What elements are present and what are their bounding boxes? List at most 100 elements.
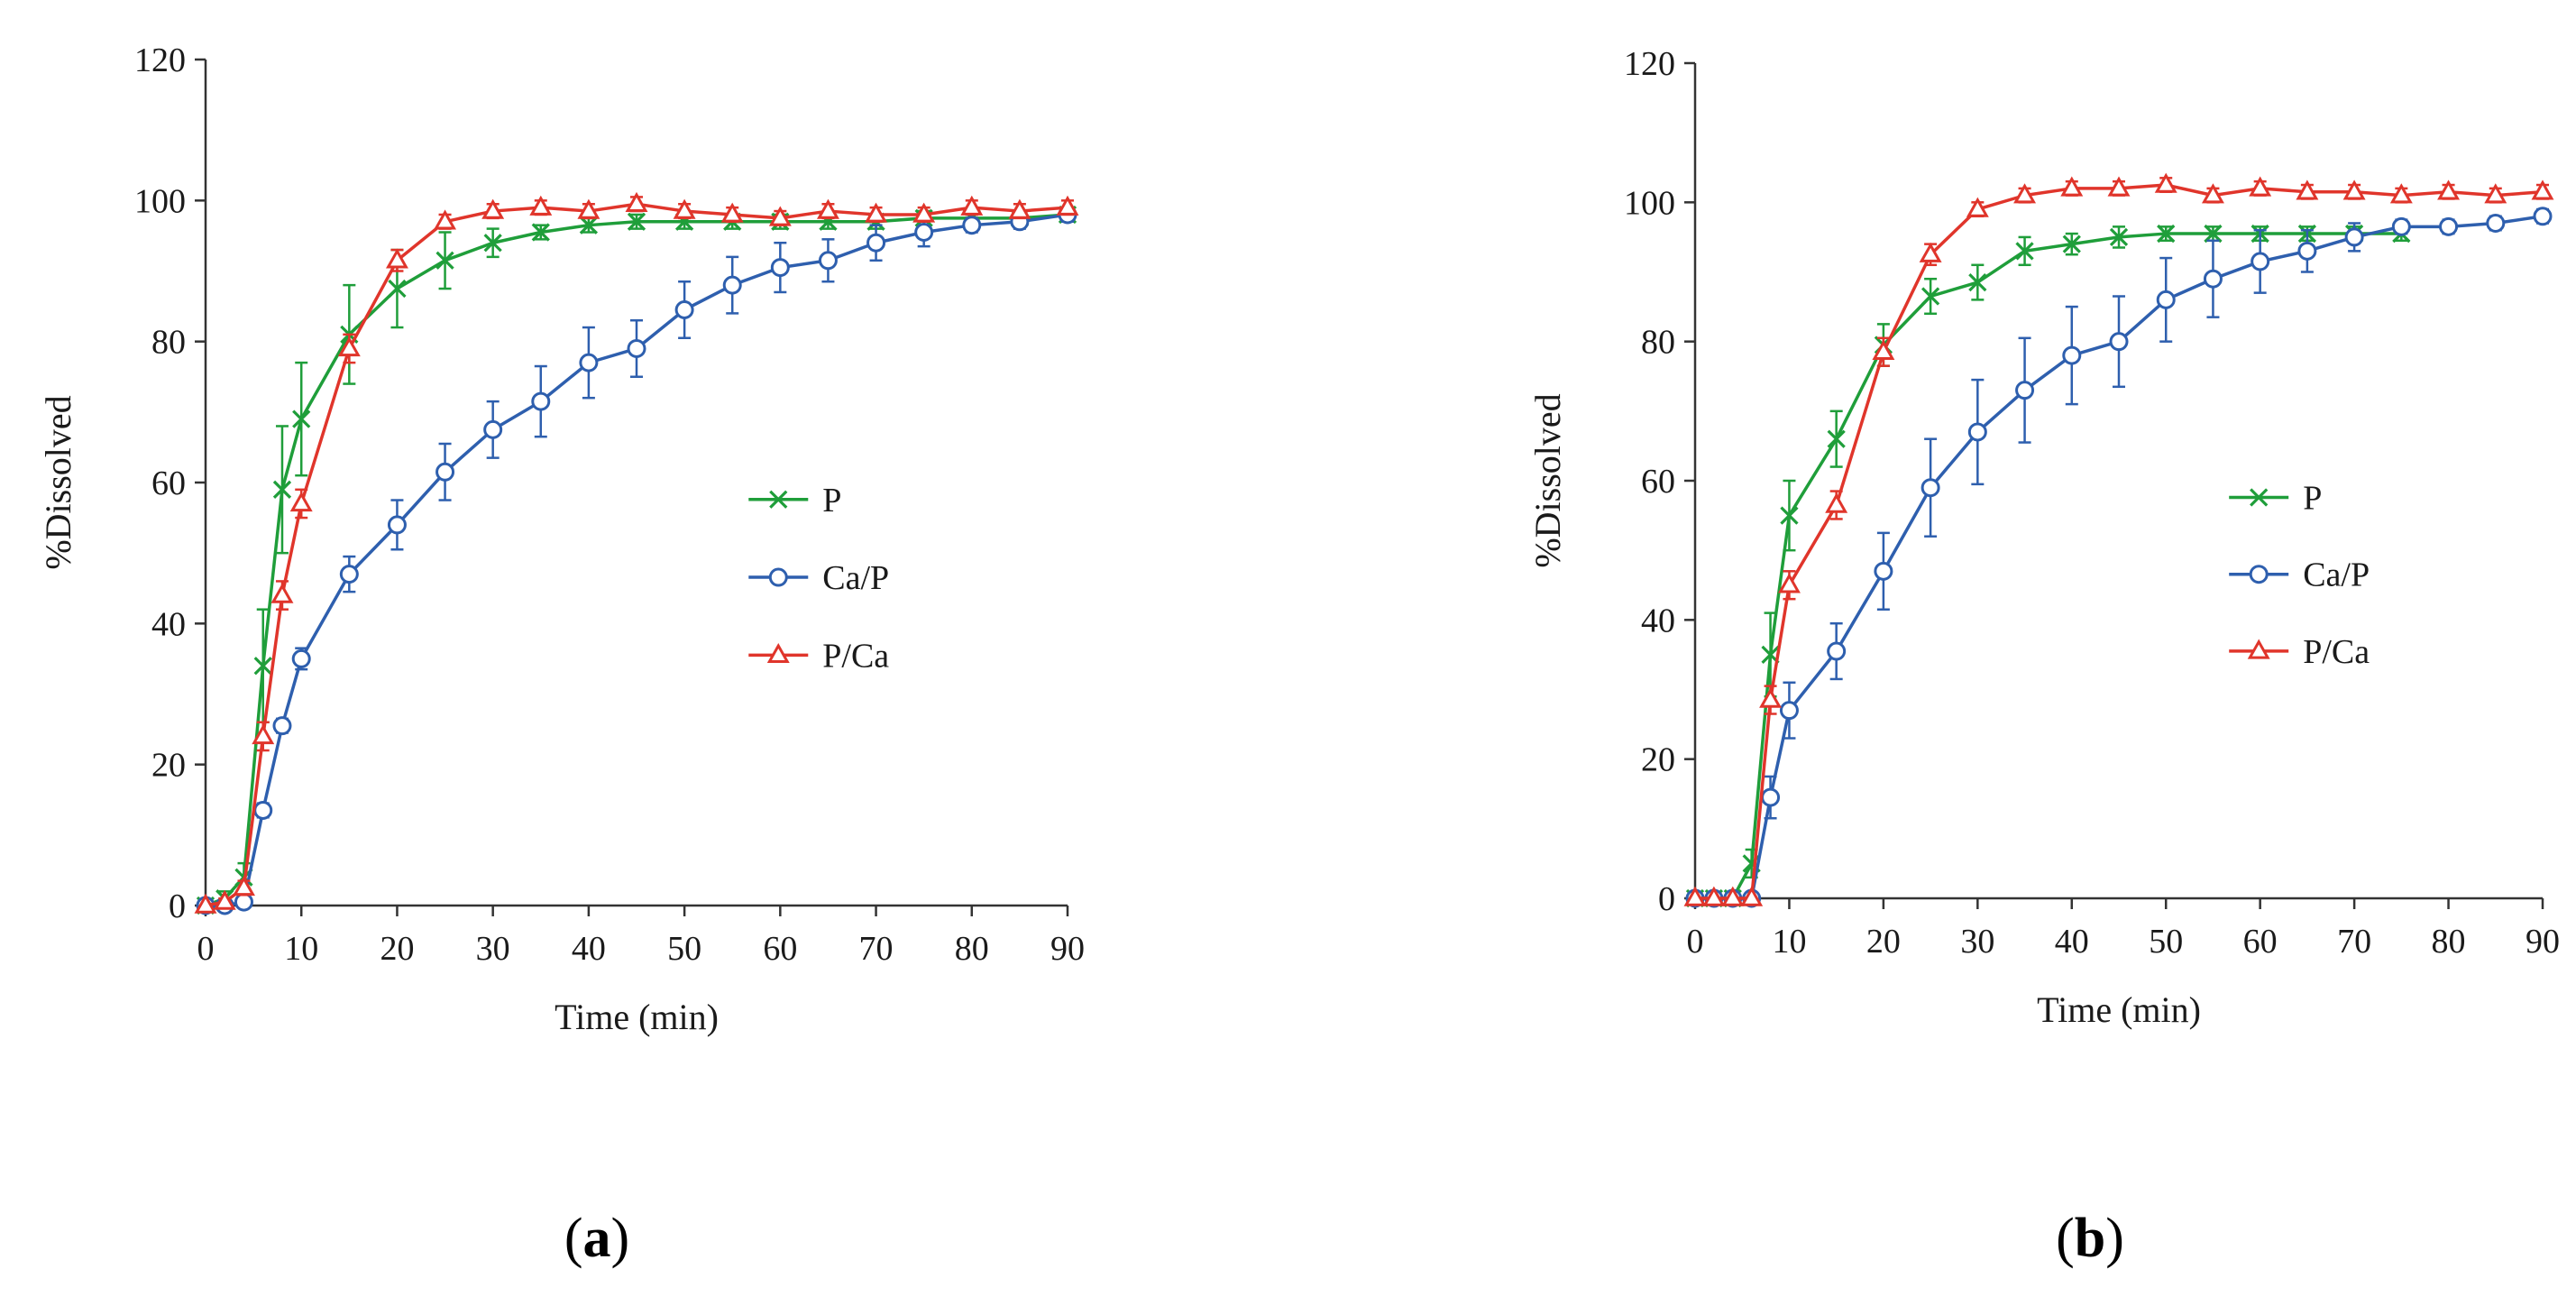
data-point — [2109, 332, 2129, 352]
legend-item-ca-p: Ca/P — [2229, 556, 2370, 594]
data-point — [720, 202, 744, 223]
data-point — [233, 876, 255, 897]
data-point — [2157, 224, 2176, 244]
data-point — [1777, 573, 1801, 593]
legend-item-p: P — [748, 482, 841, 520]
data-point — [1827, 641, 1847, 661]
data-point — [2533, 207, 2553, 226]
data-point — [1872, 339, 1895, 360]
data-point — [2486, 213, 2506, 233]
data-point — [768, 206, 792, 226]
data-point — [1761, 787, 1781, 807]
x-tick-label: 50 — [667, 930, 701, 968]
data-point — [2062, 345, 2082, 365]
x-axis-title: Time (min) — [555, 997, 719, 1037]
legend-label: P — [822, 482, 841, 520]
legend: P Ca/P P/Ca — [2229, 480, 2370, 671]
legend-marker — [766, 642, 790, 664]
x-tick-label: 60 — [763, 930, 797, 968]
data-point — [1056, 195, 1079, 216]
data-point — [2013, 183, 2037, 204]
data-point — [1874, 561, 1893, 581]
data-point — [2015, 242, 2034, 261]
data-point — [722, 275, 742, 295]
data-point — [483, 419, 503, 439]
x-tick-label: 60 — [2243, 923, 2278, 961]
data-point — [2156, 290, 2176, 309]
data-point — [385, 248, 408, 269]
data-point — [2391, 216, 2411, 236]
data-point — [579, 216, 599, 234]
y-tick-label: 0 — [1658, 880, 1675, 918]
x-axis-title: Time (min) — [2037, 989, 2201, 1030]
data-point — [388, 279, 407, 299]
legend-label: Ca/P — [822, 559, 889, 597]
data-point — [531, 391, 551, 411]
data-point — [1008, 198, 1031, 219]
data-point — [483, 234, 502, 253]
data-point — [1921, 478, 1940, 498]
data-point — [2297, 241, 2317, 261]
data-point — [529, 195, 553, 216]
x-tick-label: 40 — [572, 930, 606, 968]
y-axis-title: %Dissolved — [1527, 393, 1568, 567]
data-point — [674, 299, 694, 319]
x-tick-label: 10 — [284, 930, 318, 968]
panel-label: (a) — [564, 1208, 629, 1269]
chart-panel-a: 0 20 40 60 80 100 120 0 10 20 30 40 50 60 70 80 90 Time (… — [38, 41, 1085, 1269]
y-tick-label: 60 — [1641, 463, 1675, 501]
data-point — [960, 195, 984, 216]
data-point — [579, 353, 599, 372]
y-tick-label: 120 — [1624, 45, 1675, 83]
data-point — [337, 336, 361, 357]
data-point — [1827, 429, 1846, 448]
data-point — [577, 198, 600, 219]
x-tick-label: 0 — [197, 930, 215, 968]
data-point — [2107, 176, 2131, 197]
data-point — [1966, 197, 1989, 217]
x-tick-label: 80 — [2432, 923, 2466, 961]
data-point — [1759, 687, 1783, 708]
data-point — [2389, 183, 2413, 204]
data-point — [2531, 179, 2554, 200]
y-tick-label: 0 — [169, 887, 186, 925]
data-point — [213, 889, 236, 910]
data-point — [1919, 242, 1942, 262]
y-tick-label: 80 — [151, 324, 186, 362]
legend-item-p-ca: P/Ca — [748, 637, 889, 675]
x-tick-label: 80 — [955, 930, 989, 968]
data-point — [2342, 179, 2366, 200]
legend-label: P/Ca — [822, 637, 889, 675]
data-point — [289, 492, 313, 512]
series-line — [206, 213, 1068, 907]
data-point — [531, 223, 550, 242]
y-tick-label: 100 — [134, 182, 186, 220]
data-point — [865, 202, 888, 223]
data-point — [962, 216, 982, 235]
data-point — [2484, 183, 2507, 204]
data-point — [272, 480, 292, 499]
data-point — [2109, 227, 2129, 247]
data-point — [292, 409, 311, 428]
data-point — [252, 723, 275, 745]
data-point — [627, 338, 646, 358]
chart-panel-b: 0 20 40 60 80 100 120 0 10 20 30 40 50 60 70 80 90 Time (… — [1527, 45, 2560, 1269]
series-line — [205, 213, 1068, 907]
y-tick-label: 40 — [151, 605, 186, 643]
legend-item-p: P — [2229, 480, 2322, 518]
data-point — [2062, 234, 2081, 253]
x-tick-label: 30 — [1960, 923, 1994, 961]
x-tick-label: 0 — [1687, 923, 1704, 961]
legend-marker — [769, 490, 788, 509]
data-point — [2060, 176, 2084, 197]
x-tick-label: 70 — [2337, 923, 2371, 961]
data-point — [2201, 183, 2224, 204]
data-point — [272, 716, 292, 736]
data-point — [1721, 886, 1745, 906]
data-point — [2203, 269, 2223, 289]
series-line — [205, 202, 1068, 907]
legend-marker — [2247, 639, 2270, 659]
y-tick-label: 60 — [151, 464, 186, 502]
data-point — [914, 223, 934, 243]
